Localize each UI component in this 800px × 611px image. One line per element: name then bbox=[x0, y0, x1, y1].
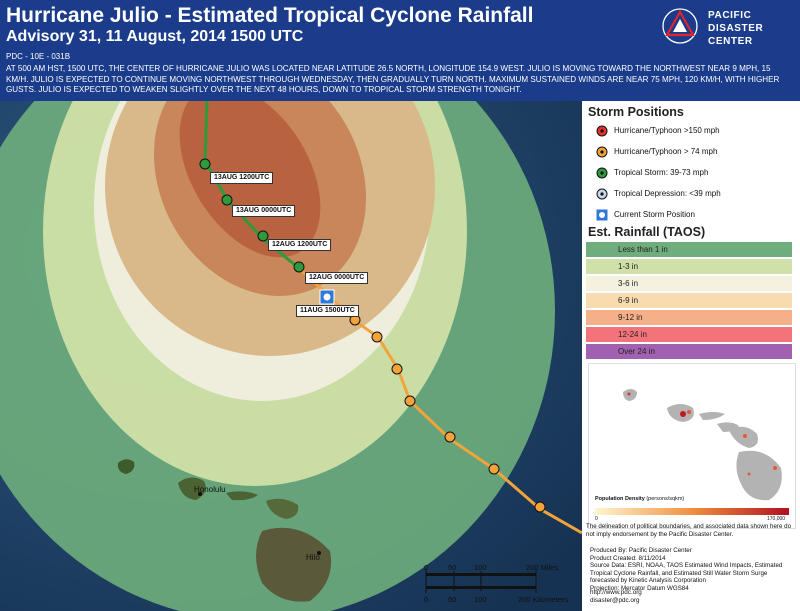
population-density-min: 0 bbox=[595, 516, 598, 522]
legend-label: Less than 1 in bbox=[618, 245, 668, 254]
advisory-label: 13AUG 0000UTC bbox=[232, 205, 296, 217]
logo-text-line3: CENTER bbox=[708, 36, 753, 47]
legend-label: Tropical Storm: 39-73 mph bbox=[614, 168, 709, 177]
advisory-text: AT 500 AM HST, 1500 UTC, THE CENTER OF H… bbox=[6, 64, 780, 94]
island-kauai bbox=[117, 459, 135, 474]
hurricane-symbol-orange-icon bbox=[596, 146, 608, 158]
island-maui bbox=[266, 498, 299, 519]
pdc-logo[interactable]: PACIFIC DISASTER CENTER bbox=[652, 2, 798, 54]
rainfall-swatch bbox=[586, 310, 792, 325]
rainfall-swatch bbox=[586, 242, 792, 257]
storm-point-tropical-storm bbox=[293, 261, 305, 273]
scale-km-tick: 0 bbox=[424, 595, 429, 604]
logo-text-line2: DISASTER bbox=[708, 23, 764, 34]
advisory-label: 11AUG 1500UTC bbox=[296, 305, 359, 317]
island-big-island bbox=[256, 527, 332, 602]
credit-produced-by: Produced By: Pacific Disaster Center bbox=[590, 547, 692, 554]
advisory-label: 12AUG 0000UTC bbox=[305, 272, 369, 284]
advisory-subtitle: Advisory 31, 11 August, 2014 1500 UTC bbox=[6, 28, 304, 45]
legend-item-rainfall: Over 24 in bbox=[586, 344, 792, 359]
population-density-title: Population Density (persons/sqkm) bbox=[595, 496, 685, 502]
contact-block: http://www.pdc.org disaster@pdc.org bbox=[590, 589, 642, 605]
storm-point-tropical-storm bbox=[221, 194, 233, 206]
storm-point-tropical-storm bbox=[199, 158, 211, 170]
page-title: Hurricane Julio - Estimated Tropical Cyc… bbox=[6, 4, 534, 27]
city-marker-hilo bbox=[317, 551, 321, 555]
legend-label: 9-12 in bbox=[618, 313, 643, 322]
hurricane-symbol-green-icon bbox=[596, 167, 608, 179]
scale-km-tick: 50 bbox=[448, 595, 457, 604]
rainfall-swatch bbox=[586, 293, 792, 308]
storm-point-hurricane bbox=[534, 501, 546, 513]
rainfall-swatch bbox=[586, 344, 792, 359]
legend-item-rainfall: 12-24 in bbox=[586, 327, 792, 342]
storm-positions-heading: Storm Positions bbox=[588, 105, 684, 119]
inset-islands-map bbox=[595, 389, 789, 515]
credit-created: Product Created: 8/11/2014 bbox=[590, 554, 666, 562]
legend-label: Over 24 in bbox=[618, 347, 655, 356]
storm-point-hurricane bbox=[371, 331, 383, 343]
rainfall-swatch bbox=[586, 259, 792, 274]
hurricane-symbol-red-icon bbox=[596, 125, 608, 137]
city-label-honolulu: Honolulu bbox=[194, 485, 226, 494]
scale-km-tick: 200 Kilometers bbox=[518, 595, 569, 604]
advisory-label: 13AUG 1200UTC bbox=[210, 172, 274, 184]
credit-source: Source Data: ESRI, NOAA, TAOS Estimated … bbox=[590, 562, 783, 585]
disclaimer-text: The delineation of political boundaries,… bbox=[586, 523, 792, 538]
legend-panel: Storm Positions Hurricane/Typhoon >150 m… bbox=[582, 101, 800, 611]
city-label-hilo: Hilo bbox=[306, 553, 320, 562]
legend-label: Hurricane/Typhoon > 74 mph bbox=[614, 147, 718, 156]
rainfall-swatch bbox=[586, 276, 792, 291]
scale-miles-tick: 50 bbox=[448, 563, 457, 572]
population-density-max: 170,000 bbox=[767, 516, 786, 522]
storm-point-hurricane bbox=[444, 431, 456, 443]
logo-text-line1: PACIFIC bbox=[708, 10, 752, 21]
pdc-email-link[interactable]: disaster@pdc.org bbox=[590, 597, 640, 604]
legend-item-rainfall: 3-6 in bbox=[586, 276, 792, 291]
product-code: PDC - 10E - 031B bbox=[6, 52, 71, 61]
scale-miles-tick: 100 bbox=[474, 563, 487, 572]
storm-point-hurricane bbox=[488, 463, 500, 475]
credits-block: Produced By: Pacific Disaster Center Pro… bbox=[590, 547, 796, 593]
city-markers bbox=[198, 492, 321, 555]
legend-label: 3-6 in bbox=[618, 279, 639, 288]
current-position-icon bbox=[595, 208, 609, 222]
header-banner: Hurricane Julio - Estimated Tropical Cyc… bbox=[0, 0, 800, 101]
pdc-url-link[interactable]: http://www.pdc.org bbox=[590, 589, 642, 596]
legend-label: Hurricane/Typhoon >150 mph bbox=[614, 126, 720, 135]
map-canvas bbox=[0, 101, 582, 611]
map-view[interactable]: 13AUG 1200UTC 13AUG 0000UTC 12AUG 1200UT… bbox=[0, 101, 582, 611]
legend-label: 6-9 in bbox=[618, 296, 639, 305]
rainfall-heading: Est. Rainfall (TAOS) bbox=[588, 225, 706, 239]
storm-point-hurricane bbox=[404, 395, 416, 407]
scale-bar-graphic bbox=[425, 569, 537, 593]
legend-item-rainfall: Less than 1 in bbox=[586, 242, 792, 257]
scale-bar: 0 50 100 200 Miles 0 50 100 200 Kilomete… bbox=[420, 559, 570, 607]
legend-label: 12-24 in bbox=[618, 330, 647, 339]
legend-item-rainfall: 9-12 in bbox=[586, 310, 792, 325]
current-position-marker bbox=[319, 289, 335, 305]
island-molokai bbox=[226, 491, 258, 501]
city-marker-honolulu bbox=[198, 492, 202, 496]
legend-item-rainfall: 1-3 in bbox=[586, 259, 792, 274]
legend-label: Tropical Depression: <39 mph bbox=[614, 189, 721, 198]
legend-item-rainfall: 6-9 in bbox=[586, 293, 792, 308]
storm-point-tropical-storm bbox=[257, 230, 269, 242]
legend-label: Current Storm Position bbox=[614, 210, 695, 219]
advisory-label: 12AUG 1200UTC bbox=[268, 239, 332, 251]
population-density-inset-map: Population Density (persons/sqkm) 0 170,… bbox=[588, 363, 796, 529]
population-density-gradient bbox=[595, 508, 789, 515]
scale-miles-tick: 200 Miles bbox=[526, 563, 559, 572]
legend-label: 1-3 in bbox=[618, 262, 639, 271]
hurricane-symbol-lightblue-icon bbox=[596, 188, 608, 200]
scale-miles-tick: 0 bbox=[424, 563, 429, 572]
rainfall-swatch bbox=[586, 327, 792, 342]
pdc-logo-icon bbox=[662, 8, 698, 44]
scale-km-tick: 100 bbox=[474, 595, 487, 604]
credit-projection: Projection: Mercator Datum WGS84 bbox=[590, 584, 689, 592]
storm-point-hurricane bbox=[391, 363, 403, 375]
